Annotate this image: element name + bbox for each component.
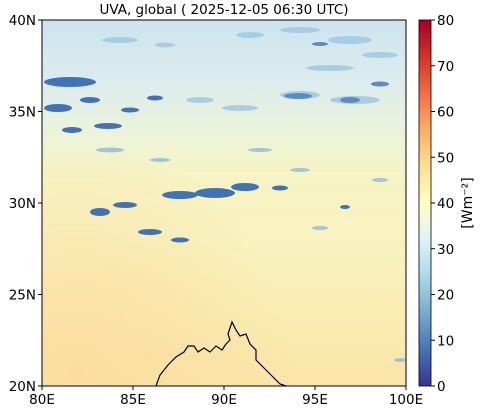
cloud-cluster-northwest [44, 77, 163, 133]
colorbar-tick-label: 30 [437, 242, 454, 258]
map-panel [42, 20, 406, 386]
colorbar-tick-label: 50 [437, 150, 454, 166]
x-tick-label: 95E [302, 392, 328, 408]
x-tick-label: 90E [211, 392, 237, 408]
warm-region-southwest [42, 20, 406, 386]
colorbar-tick-label: 10 [437, 333, 454, 349]
colorbar-tick-label: 20 [437, 288, 454, 304]
x-tick-label: 100E [389, 392, 423, 408]
y-tick-label: 35N [9, 105, 36, 121]
cloud-band-central [90, 183, 350, 243]
colorbar-ticks: 0 10 20 30 40 50 60 70 80 [431, 13, 454, 395]
y-axis-ticks: 20N 25N 30N 35N 40N [9, 13, 42, 395]
colorbar-tick-label: 80 [437, 13, 454, 29]
colorbar-tick-label: 40 [437, 196, 454, 212]
figure-title: UVA, global ( 2025-12-05 06:30 UTC) [99, 2, 348, 18]
colorbar-gradient [419, 20, 431, 386]
y-tick-label: 20N [9, 379, 36, 395]
colorbar-tick-label: 0 [437, 379, 446, 395]
colorbar-tick-label: 70 [437, 59, 454, 75]
x-tick-label: 80E [29, 392, 55, 408]
scattered-light-clouds [96, 147, 406, 362]
y-tick-label: 40N [9, 13, 36, 29]
x-axis-ticks: 80E 85E 90E 95E 100E [29, 386, 423, 408]
y-tick-label: 25N [9, 288, 36, 304]
colorbar: 0 10 20 30 40 50 60 70 80 [Wm⁻²] [418, 13, 476, 395]
colorbar-tick-label: 60 [437, 105, 454, 121]
y-tick-label: 30N [9, 196, 36, 212]
cloud-cluster-northeast [284, 42, 389, 103]
colorbar-label: [Wm⁻²] [460, 177, 476, 228]
coastline [155, 320, 287, 386]
x-tick-label: 85E [120, 392, 146, 408]
